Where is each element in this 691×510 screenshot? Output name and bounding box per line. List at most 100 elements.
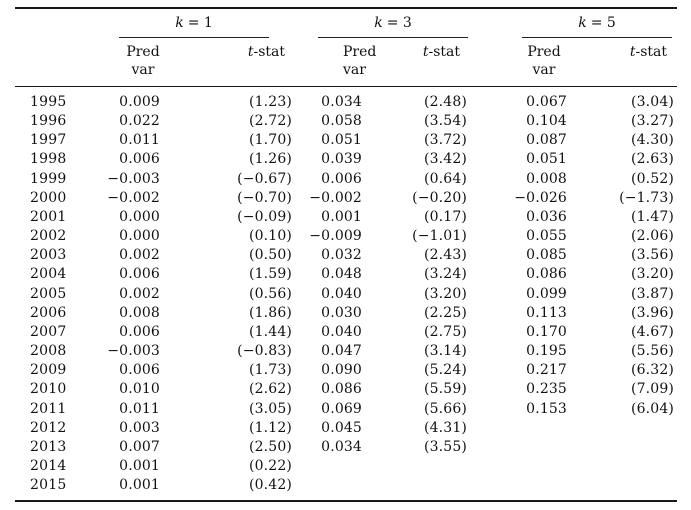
year-cell: 2008 bbox=[30, 343, 67, 360]
k3-pred-var-cell: 0.032 bbox=[321, 247, 362, 264]
k5-tstat-cell: (1.47) bbox=[631, 208, 674, 225]
k3-pred-var-cell: 0.048 bbox=[321, 266, 362, 283]
year-cell: 2004 bbox=[30, 266, 67, 283]
table-row: 2001 0.000 (−0.09) 0.001 (0.17) 0.036 (1… bbox=[15, 208, 677, 227]
k5-pred-var-cell: 0.195 bbox=[526, 343, 567, 360]
k5-pred-var-cell bbox=[470, 419, 570, 438]
table-row: 2009 0.006 (1.73) 0.090 (5.24) 0.217 (6.… bbox=[15, 361, 677, 380]
k3-tstat-cell: (−0.20) bbox=[412, 189, 467, 206]
table-row: 1996 0.022 (2.72) 0.058 (3.54) 0.104 (3.… bbox=[15, 112, 677, 131]
table-row: 2004 0.006 (1.59) 0.048 (3.24) 0.086 (3.… bbox=[15, 265, 677, 284]
k1-tstat-cell: (−0.67) bbox=[237, 170, 292, 187]
k1-tstat-cell: (−0.09) bbox=[237, 208, 292, 225]
k3-tstat-cell: (5.24) bbox=[424, 362, 467, 379]
k5-pred-var-cell: 0.067 bbox=[526, 94, 567, 110]
table-row: 2002 0.000 (0.10) −0.009 (−1.01) 0.055 (… bbox=[15, 227, 677, 246]
table-row: 2011 0.011 (3.05) 0.069 (5.66) 0.153 (6.… bbox=[15, 400, 677, 419]
k5-pred-var-cell: 0.099 bbox=[526, 285, 567, 302]
k1-pred-var-cell: 0.022 bbox=[119, 113, 160, 130]
k1-pred-var-cell: 0.001 bbox=[119, 457, 160, 474]
k3-tstat-cell: (0.17) bbox=[424, 208, 467, 225]
k1-tstat-cell: (3.05) bbox=[249, 400, 292, 417]
year-cell: 1999 bbox=[30, 170, 67, 187]
k3-tstat-cell: (0.64) bbox=[424, 170, 467, 187]
t-symbol: t bbox=[247, 44, 254, 60]
year-cell: 2015 bbox=[30, 477, 67, 494]
pred-label: Pred bbox=[126, 44, 160, 60]
k1-pred-var-cell: 0.010 bbox=[119, 381, 160, 398]
k5-pred-var-cell bbox=[470, 438, 570, 457]
k5-tstat-cell: (3.27) bbox=[631, 113, 674, 130]
year-cell: 2005 bbox=[30, 285, 67, 302]
k1-tstat-cell: (−0.70) bbox=[237, 189, 292, 206]
k5-pred-var-cell: 0.113 bbox=[526, 304, 567, 321]
k5-pred-var-cell bbox=[470, 457, 570, 476]
k1-tstat-cell: (1.73) bbox=[249, 362, 292, 379]
table-row: 2003 0.002 (0.50) 0.032 (2.43) 0.085 (3.… bbox=[15, 246, 677, 265]
table-row: 2006 0.008 (1.86) 0.030 (2.25) 0.113 (3.… bbox=[15, 304, 677, 323]
k3-tstat-cell bbox=[365, 476, 470, 501]
year-cell: 1995 bbox=[30, 94, 67, 110]
k5-tstat-cell: (2.06) bbox=[631, 228, 674, 245]
k3-tstat-cell: (4.31) bbox=[424, 419, 467, 436]
k3-pred-var-cell: 0.086 bbox=[321, 381, 362, 398]
k5-pred-var-cell: 0.036 bbox=[526, 208, 567, 225]
k3-pred-var-cell: 0.034 bbox=[321, 94, 362, 110]
year-cell: 2014 bbox=[30, 457, 67, 474]
k1-tstat-cell: (1.59) bbox=[249, 266, 292, 283]
table-row: 1998 0.006 (1.26) 0.039 (3.42) 0.051 (2.… bbox=[15, 150, 677, 169]
k3-tstat-cell: (3.55) bbox=[424, 438, 467, 455]
k1-tstat-cell: (−0.83) bbox=[237, 343, 292, 360]
k5-pred-var-cell: −0.026 bbox=[514, 189, 567, 206]
k3-tstat-cell: (2.75) bbox=[424, 323, 467, 340]
k1-tstat-cell: (2.62) bbox=[249, 381, 292, 398]
k5-pred-var-cell bbox=[470, 476, 570, 501]
k5-pred-var-cell: 0.153 bbox=[526, 400, 567, 417]
year-cell: 2010 bbox=[30, 381, 67, 398]
year-column-header-empty bbox=[15, 38, 75, 87]
table-row: 1995 0.009 (1.23) 0.034 (2.48) 0.067 (3.… bbox=[15, 87, 677, 113]
table-row: 2000 −0.002 (−0.70) −0.002 (−0.20) −0.02… bbox=[15, 189, 677, 208]
tstat-header-k1: t-stat bbox=[163, 38, 295, 87]
var-label: var bbox=[532, 62, 556, 78]
k1-tstat-cell: (1.70) bbox=[249, 132, 292, 149]
k5-tstat-cell: (−1.73) bbox=[619, 189, 674, 206]
year-cell: 2011 bbox=[30, 400, 67, 417]
predictability-table: k = 1 k = 3 k = 5 Pred var t-stat Pred v bbox=[15, 7, 677, 503]
k1-pred-var-cell: −0.003 bbox=[107, 343, 160, 360]
k3-tstat-cell: (5.59) bbox=[424, 381, 467, 398]
k3-tstat-cell: (2.48) bbox=[424, 94, 467, 110]
table-row: 1997 0.011 (1.70) 0.051 (3.72) 0.087 (4.… bbox=[15, 131, 677, 150]
k1-pred-var-cell: 0.000 bbox=[119, 228, 160, 245]
var-label: var bbox=[131, 62, 155, 78]
k1-pred-var-cell: 0.006 bbox=[119, 323, 160, 340]
k5-tstat-cell: (2.63) bbox=[631, 151, 674, 168]
k3-tstat-cell: (−1.01) bbox=[412, 228, 467, 245]
k3-tstat-cell: (2.43) bbox=[424, 247, 467, 264]
t-symbol: t bbox=[629, 44, 636, 60]
t-symbol: t bbox=[422, 44, 429, 60]
k-symbol: k bbox=[578, 15, 587, 31]
corner-empty-cell bbox=[15, 8, 75, 38]
k1-tstat-cell: (0.42) bbox=[249, 477, 292, 494]
k3-pred-var-cell: 0.051 bbox=[321, 132, 362, 149]
k3-tstat-cell: (3.20) bbox=[424, 285, 467, 302]
k1-tstat-cell: (0.10) bbox=[249, 228, 292, 245]
tstat-suffix: -stat bbox=[253, 44, 285, 60]
k1-tstat-cell: (2.72) bbox=[249, 113, 292, 130]
k5-pred-var-cell: 0.051 bbox=[526, 151, 567, 168]
k1-pred-var-cell: 0.011 bbox=[119, 400, 160, 417]
k3-pred-var-cell: −0.002 bbox=[309, 189, 362, 206]
tstat-suffix: -stat bbox=[428, 44, 460, 60]
group-label-k3: k = 3 bbox=[318, 13, 468, 38]
k3-tstat-cell bbox=[365, 457, 470, 476]
k1-pred-var-cell: 0.006 bbox=[119, 266, 160, 283]
k5-pred-var-cell: 0.170 bbox=[526, 323, 567, 340]
k1-tstat-cell: (2.50) bbox=[249, 438, 292, 455]
k-value: = 5 bbox=[590, 15, 616, 31]
k3-pred-var-cell: 0.058 bbox=[321, 113, 362, 130]
k5-pred-var-cell: 0.087 bbox=[526, 132, 567, 149]
table-row: 2013 0.007 (2.50) 0.034 (3.55) bbox=[15, 438, 677, 457]
k-value: = 3 bbox=[386, 15, 412, 31]
k1-pred-var-cell: 0.006 bbox=[119, 151, 160, 168]
